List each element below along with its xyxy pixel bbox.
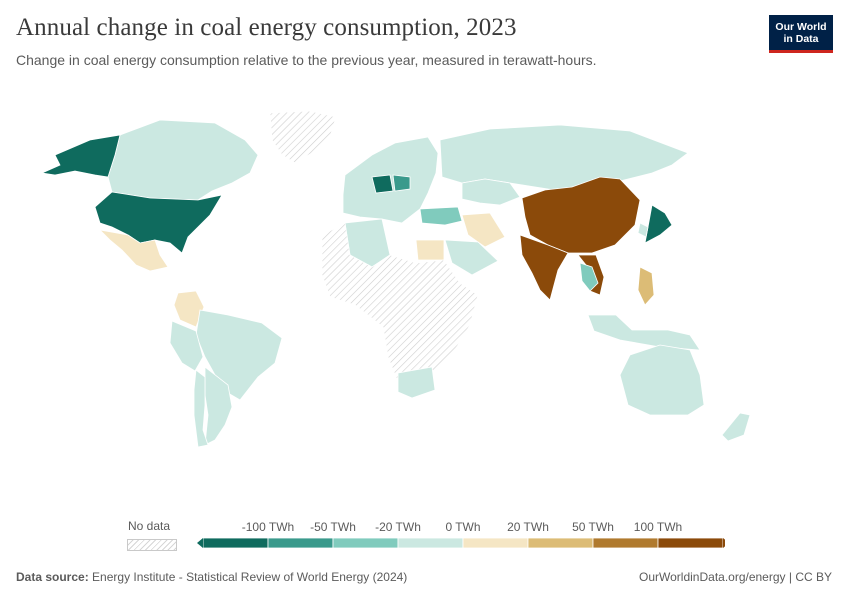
legend-color-scale: -100 TWh -50 TWh -20 TWh 0 TWh 20 TWh 50 TWh 1… — [197, 520, 725, 549]
map-region-india[interactable]: India — [519, 234, 569, 301]
map-region-new-zealand[interactable]: New Zealand — [721, 412, 751, 442]
legend-bin-6[interactable] — [592, 537, 659, 549]
map-region-japan[interactable]: Japan — [644, 204, 673, 244]
map-region-greenland[interactable]: Greenland — [269, 110, 337, 164]
footer-source: Data source: Energy Institute - Statisti… — [16, 570, 407, 584]
logo-line-2: in Data — [783, 33, 819, 45]
legend-tick-label: 20 TWh — [507, 520, 549, 534]
map-region-mexico[interactable]: Mexico — [98, 229, 169, 272]
legend-bin-4[interactable] — [462, 537, 529, 549]
logo-line-1: Our World — [775, 21, 827, 33]
map-region-saudi-arabia[interactable]: Saudi Arabia — [444, 239, 499, 276]
map-region-thailand[interactable]: Thailand — [579, 262, 599, 292]
legend-no-data-label: No data — [128, 519, 171, 533]
legend-tick-label: 0 TWh — [445, 520, 480, 534]
legend-tick-label: -50 TWh — [310, 520, 356, 534]
map-region-china[interactable]: China — [521, 176, 641, 254]
chart-subtitle: Change in coal energy consumption relati… — [16, 52, 597, 68]
owid-logo[interactable]: Our World in Data — [769, 15, 833, 53]
footer-source-text: Energy Institute - Statistical Review of… — [92, 570, 408, 584]
legend-bin-7[interactable] — [657, 537, 724, 549]
map-region-kazakhstan[interactable]: Kazakhstan — [461, 178, 521, 206]
map-region-united-states[interactable]: United States — [94, 191, 223, 254]
map-region-philippines[interactable]: Philippines — [637, 266, 655, 306]
map-region-argentina[interactable]: Argentina — [204, 366, 233, 446]
world-map: CanadaAlaska (United States) United State… — [40, 110, 751, 448]
legend-bin-3[interactable] — [397, 537, 464, 549]
legend-bin-0[interactable] — [202, 537, 269, 549]
map-region-egypt[interactable]: Egypt — [415, 239, 445, 261]
map-region-south-korea[interactable]: South Korea — [637, 222, 649, 238]
footer-source-label: Data source: — [16, 570, 89, 584]
footer-link[interactable]: OurWorldinData.org/energy | CC BY — [639, 570, 832, 584]
legend-arrow-right — [723, 538, 725, 548]
map-region-poland[interactable]: Poland — [392, 174, 411, 192]
map-region-indonesia[interactable]: Indonesia — [587, 314, 701, 351]
map-region-australia[interactable]: Australia — [619, 344, 705, 416]
map-region-peru[interactable]: Peru — [169, 320, 204, 372]
legend-tick-label: -100 TWh — [242, 520, 294, 534]
map-region-south-africa[interactable]: South Africa — [397, 366, 436, 399]
map-region-alaska-united-states[interactable]: Alaska (United States) — [40, 134, 121, 178]
legend-tick-label: 50 TWh — [572, 520, 614, 534]
map-region-africa-no-data[interactable]: Africa (no data) — [321, 222, 479, 388]
map-region-canada[interactable]: Canada — [107, 119, 259, 201]
map-region-chile[interactable]: Chile — [193, 369, 209, 448]
legend-tick-label: -20 TWh — [375, 520, 421, 534]
legend-bin-2[interactable] — [332, 537, 399, 549]
legend-arrow-left — [197, 538, 203, 548]
legend-tick-label: 100 TWh — [634, 520, 682, 534]
map-region-turkey[interactable]: Turkey — [419, 206, 463, 226]
chart-title: Annual change in coal energy consumption… — [16, 14, 517, 41]
map-region-colombia[interactable]: Colombia — [173, 290, 205, 328]
legend-bin-1[interactable] — [267, 537, 334, 549]
legend-no-data-swatch — [127, 539, 177, 551]
map-region-iran[interactable]: Iran — [461, 212, 506, 248]
map-region-germany[interactable]: Germany — [371, 174, 394, 194]
legend-bin-5[interactable] — [527, 537, 594, 549]
